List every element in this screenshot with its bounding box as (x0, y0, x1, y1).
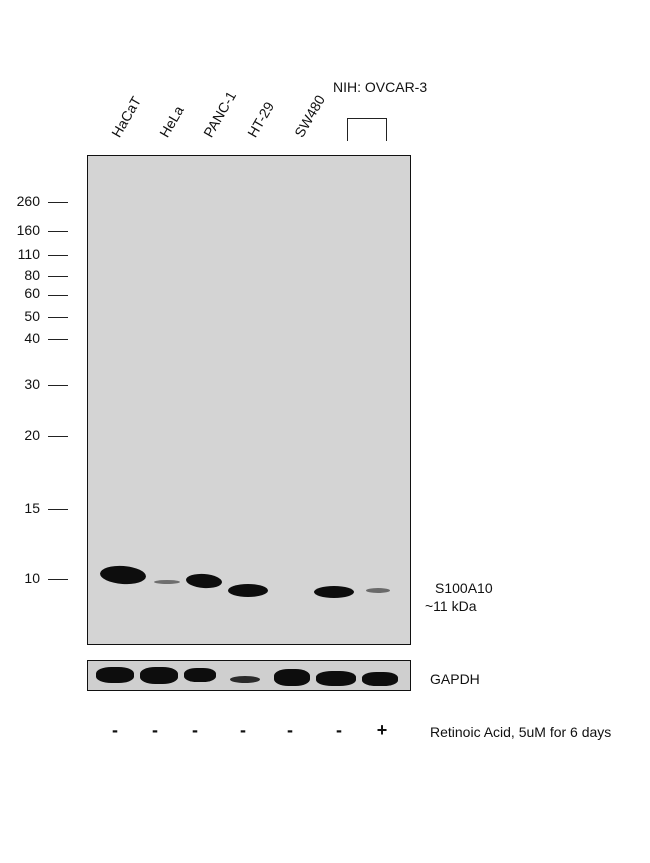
band-ovcar3-treated (366, 588, 390, 593)
mw-tick (48, 436, 68, 438)
mw-label: 160 (16, 222, 40, 238)
treatment-sign: - (152, 720, 158, 740)
band-ovcar3-untreated (314, 586, 354, 598)
gapdh-band-sw480 (274, 669, 310, 686)
gapdh-band-hacat (96, 667, 134, 683)
group-label-ovcar3: NIH: OVCAR-3 (333, 79, 428, 95)
group-bracket (347, 118, 387, 141)
gapdh-band-hela (140, 667, 178, 684)
mw-tick (48, 231, 68, 233)
mw-tick (48, 339, 68, 341)
mw-label: 20 (24, 427, 40, 443)
mw-label: 60 (24, 285, 40, 301)
target-name-label: S100A10 (435, 580, 493, 596)
mw-label: 110 (17, 246, 40, 262)
treatment-sign: - (240, 720, 246, 740)
mw-tick (48, 509, 68, 511)
gapdh-band-panc1 (184, 668, 216, 682)
band-panc1 (185, 572, 223, 590)
target-size-label: ~11 kDa (425, 598, 477, 614)
lane-label-hela: HeLa (156, 103, 187, 140)
mw-label: 40 (24, 330, 40, 346)
lane-label-sw480: SW480 (291, 92, 328, 140)
blot-panel-s100a10 (87, 155, 411, 645)
band-hacat (99, 564, 147, 586)
mw-tick (48, 317, 68, 319)
mw-tick (48, 202, 68, 204)
band-ht29 (228, 584, 268, 597)
lane-label-hacat: HaCaT (108, 93, 145, 140)
mw-label: 80 (24, 267, 40, 283)
gapdh-band-ht29 (230, 676, 260, 683)
mw-label: 50 (24, 308, 40, 324)
treatment-label: Retinoic Acid, 5uM for 6 days (430, 724, 612, 740)
mw-tick (48, 255, 68, 257)
mw-label: 15 (24, 500, 40, 516)
treatment-sign: - (287, 720, 293, 740)
mw-label: 10 (24, 570, 40, 586)
loading-control-label: GAPDH (430, 671, 480, 687)
mw-tick (48, 579, 68, 581)
lane-label-panc1: PANC-1 (200, 88, 240, 140)
blot-panel-gapdh (87, 660, 411, 691)
mw-tick (48, 295, 68, 297)
gapdh-band-ovcar3-treated (362, 672, 398, 686)
gapdh-band-ovcar3-untreated (316, 671, 356, 686)
lane-label-ht29: HT-29 (244, 98, 278, 140)
treatment-sign: - (112, 720, 118, 740)
mw-tick (48, 276, 68, 278)
treatment-sign: + (376, 720, 388, 740)
mw-label: 260 (16, 193, 40, 209)
treatment-sign: - (192, 720, 198, 740)
mw-label: 30 (24, 376, 40, 392)
treatment-sign: - (336, 720, 342, 740)
mw-tick (48, 385, 68, 387)
band-hela (154, 580, 180, 584)
